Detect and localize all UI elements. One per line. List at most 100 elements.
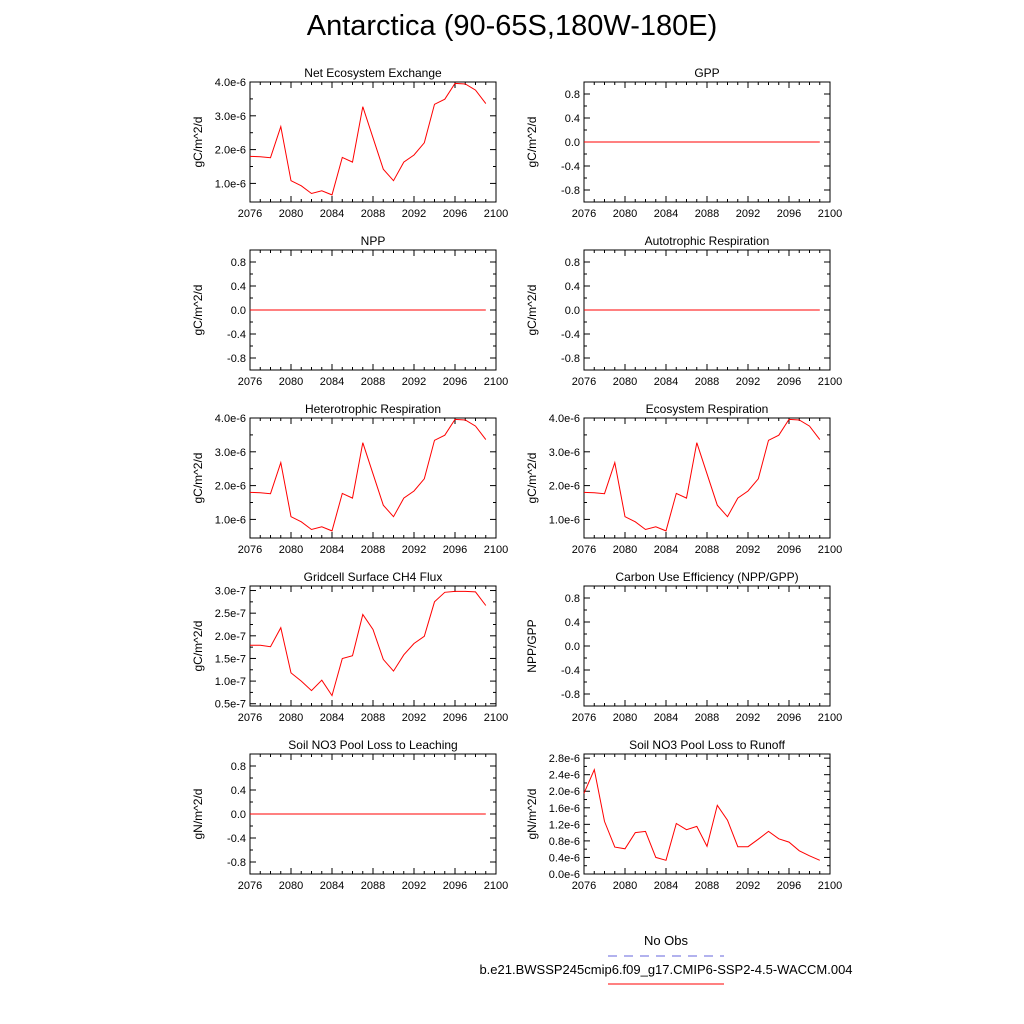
panel-title: Net Ecosystem Exchange (304, 66, 442, 80)
x-tick-label: 2100 (818, 208, 842, 220)
x-tick-label: 2092 (402, 544, 426, 556)
x-tick-label: 2084 (320, 376, 344, 388)
y-tick-label: 2.0e-6 (215, 145, 246, 157)
y-tick-label: -0.8 (227, 857, 246, 869)
series-line-1 (250, 590, 487, 697)
legend-obs-label: No Obs (643, 933, 689, 948)
chart-panel-2: GPP 2076 2080 2084 2088 2092 2096 2100 0.8 0.4 0.0… (525, 66, 842, 220)
panel-title: GPP (694, 66, 719, 80)
y-tick-label: 2.8e-6 (549, 753, 580, 765)
y-axis-label: gN/m^2/d (191, 789, 205, 840)
x-tick-label: 2096 (777, 208, 801, 220)
series-line-1 (249, 418, 487, 532)
x-tick-label: 2096 (443, 208, 467, 220)
y-tick-label: -0.8 (561, 689, 580, 701)
x-tick-label: 2080 (279, 880, 303, 892)
chart-panel-6: Ecosystem Respiration 2076 2080 2084 2088 209… (525, 402, 842, 556)
x-tick-label: 2076 (572, 880, 596, 892)
x-tick-label: 2100 (484, 208, 508, 220)
panel-title: Soil NO3 Pool Loss to Runoff (629, 738, 786, 752)
chart-panel-1: Net Ecosystem Exchange 2076 2080 2084 2088 20… (191, 66, 508, 220)
chart-panel-4: Autotrophic Respiration 2076 2080 2084 2088 2… (525, 234, 842, 388)
y-tick-label: 0.4 (231, 281, 246, 293)
x-tick-label: 2088 (361, 544, 385, 556)
x-tick-label: 2084 (320, 208, 344, 220)
x-tick-label: 2084 (320, 880, 344, 892)
x-tick-label: 2080 (613, 880, 637, 892)
y-axis-label: gC/m^2/d (191, 453, 205, 504)
x-tick-label: 2096 (777, 376, 801, 388)
x-tick-label: 2084 (320, 712, 344, 724)
y-tick-label: 0.0 (231, 809, 246, 821)
panel-title: Soil NO3 Pool Loss to Leaching (288, 738, 457, 752)
chart-panel-8: Carbon Use Efficiency (NPP/GPP) 2076 2080 2… (525, 570, 842, 724)
chart-panel-7: Gridcell Surface CH4 Flux 2076 2080 2084 208… (191, 570, 508, 724)
y-axis-label: gC/m^2/d (191, 285, 205, 336)
y-tick-label: 2.5e-7 (215, 608, 246, 620)
x-tick-label: 2080 (279, 712, 303, 724)
y-tick-label: 0.4 (565, 113, 580, 125)
panel-title: Gridcell Surface CH4 Flux (304, 570, 443, 584)
y-tick-label: -0.8 (561, 353, 580, 365)
y-tick-label: 2.0e-7 (215, 631, 246, 643)
y-tick-label: 0.8 (231, 257, 246, 269)
y-tick-label: 1.5e-7 (215, 653, 246, 665)
x-tick-label: 2080 (613, 544, 637, 556)
y-tick-label: -0.4 (561, 161, 580, 173)
y-tick-label: 0.4 (231, 785, 246, 797)
y-axis-label: gC/m^2/d (191, 117, 205, 168)
y-tick-label: 0.8e-6 (549, 836, 580, 848)
series-line-1 (249, 82, 487, 196)
y-axis-label: gC/m^2/d (525, 117, 539, 168)
panel-title: Autotrophic Respiration (645, 234, 770, 248)
y-tick-label: 0.4 (565, 617, 580, 629)
x-tick-label: 2096 (443, 712, 467, 724)
x-tick-label: 2084 (654, 712, 678, 724)
chart-panel-10: Soil NO3 Pool Loss to Runoff 2076 2080 2084… (525, 738, 842, 892)
y-tick-label: -0.4 (227, 833, 246, 845)
x-tick-label: 2080 (279, 544, 303, 556)
x-tick-label: 2092 (402, 712, 426, 724)
x-tick-label: 2084 (654, 208, 678, 220)
y-axis-label: gC/m^2/d (525, 285, 539, 336)
y-axis-label: NPP/GPP (525, 619, 539, 672)
x-tick-label: 2100 (484, 544, 508, 556)
x-tick-label: 2088 (361, 880, 385, 892)
y-tick-label: 3.0e-7 (215, 586, 246, 598)
x-tick-label: 2076 (238, 376, 262, 388)
x-tick-label: 2100 (484, 880, 508, 892)
x-tick-label: 2080 (279, 376, 303, 388)
y-tick-label: 2.4e-6 (549, 770, 580, 782)
x-tick-label: 2092 (736, 880, 760, 892)
y-tick-label: 0.0 (565, 641, 580, 653)
series-line-1 (583, 768, 821, 861)
x-tick-label: 2096 (777, 712, 801, 724)
y-tick-label: -0.8 (561, 185, 580, 197)
main-title: Antarctica (90-65S,180W-180E) (306, 10, 718, 42)
legend-case-label: b.e21.BWSSP245cmip6.f09_g17.CMIP6-SSP2-4… (479, 962, 853, 977)
y-tick-label: 2.0e-6 (549, 786, 580, 798)
y-tick-label: 0.0 (565, 137, 580, 149)
y-tick-label: 0.0e-6 (549, 869, 580, 881)
x-tick-label: 2088 (695, 208, 719, 220)
x-tick-label: 2080 (613, 712, 637, 724)
x-tick-label: 2100 (818, 712, 842, 724)
y-tick-label: 1.6e-6 (549, 803, 580, 815)
x-tick-label: 2096 (443, 544, 467, 556)
x-tick-label: 2084 (654, 544, 678, 556)
y-tick-label: 0.4 (565, 281, 580, 293)
x-tick-label: 2084 (654, 376, 678, 388)
x-tick-label: 2084 (320, 544, 344, 556)
y-tick-label: -0.4 (561, 665, 580, 677)
y-tick-label: -0.4 (227, 329, 246, 341)
y-tick-label: 4.0e-6 (215, 413, 246, 425)
x-tick-label: 2100 (818, 376, 842, 388)
x-tick-label: 2088 (361, 208, 385, 220)
x-tick-label: 2100 (818, 880, 842, 892)
y-tick-label: 0.4e-6 (549, 852, 580, 864)
x-tick-label: 2088 (361, 376, 385, 388)
y-tick-label: 1.0e-6 (215, 514, 246, 526)
panel-title: Carbon Use Efficiency (NPP/GPP) (615, 570, 798, 584)
x-tick-label: 2080 (613, 208, 637, 220)
